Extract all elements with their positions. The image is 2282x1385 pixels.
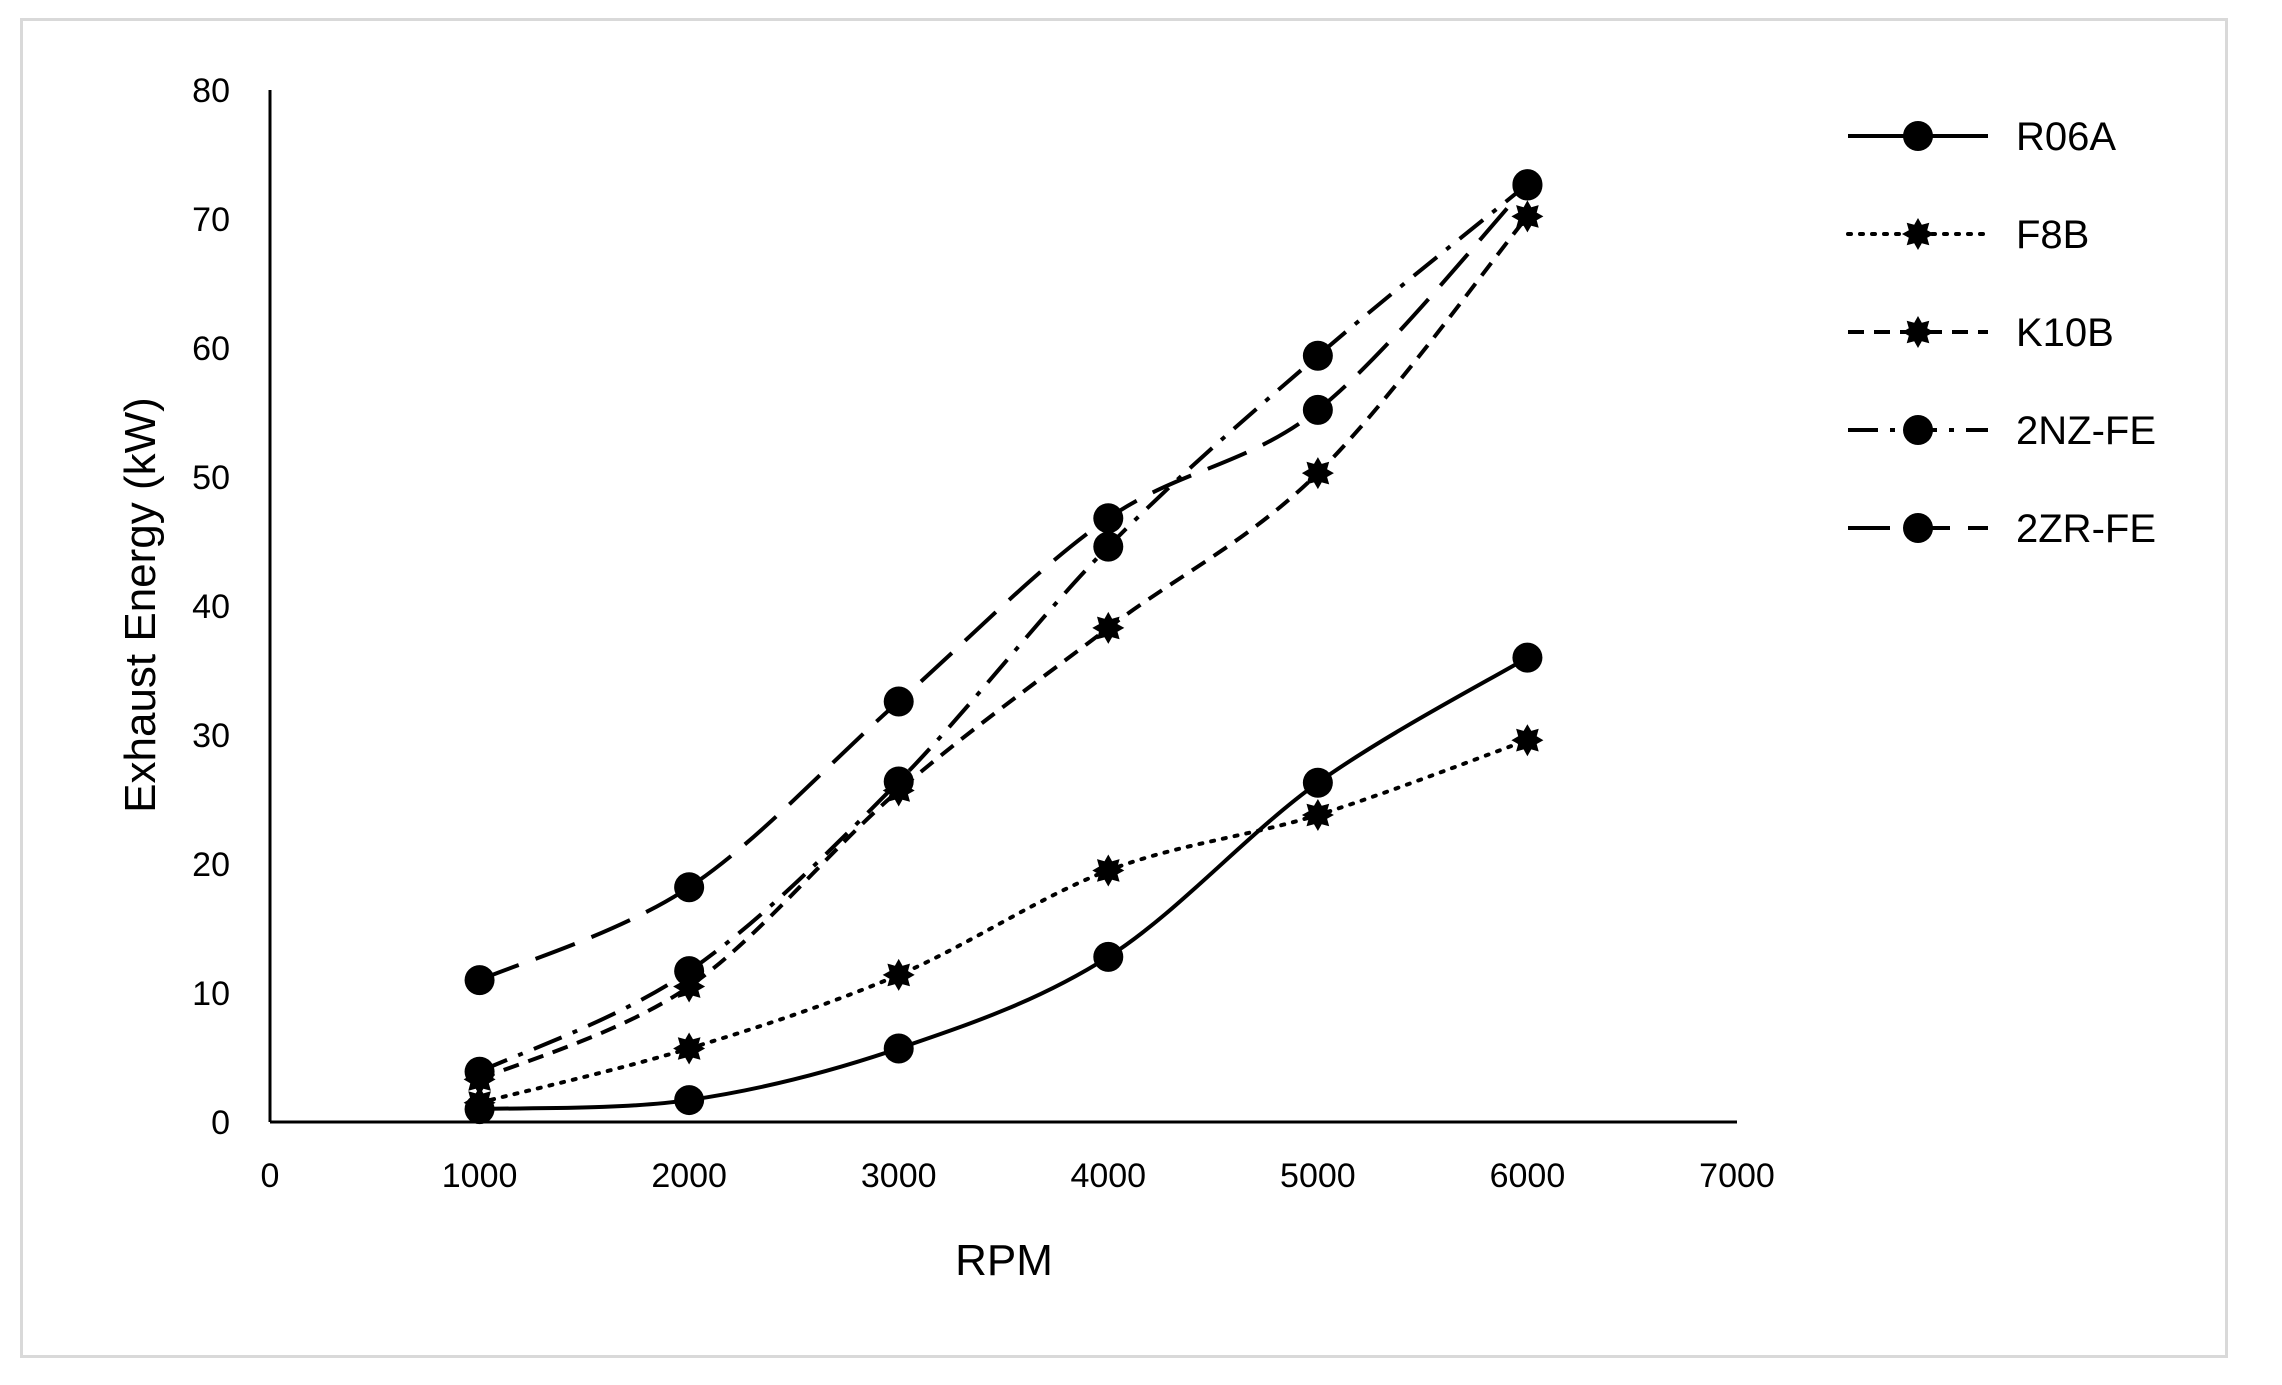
data-point xyxy=(1302,340,1333,371)
data-point xyxy=(674,1085,705,1116)
legend: R06A F8B K10B 2NZ-FE 2ZR-FE xyxy=(1846,115,2156,551)
legend-label: 2ZR-FE xyxy=(2016,507,2156,551)
data-point xyxy=(1302,767,1333,798)
data-point xyxy=(883,686,914,717)
series-line xyxy=(478,182,1529,1074)
y-tick-label: 60 xyxy=(192,330,230,368)
y-tick-label: 40 xyxy=(192,588,230,626)
x-axis-title: RPM xyxy=(955,1236,1053,1285)
x-tick-label: 7000 xyxy=(1699,1157,1775,1195)
legend-item-f8b: F8B xyxy=(1846,213,2089,257)
series-layer xyxy=(463,169,1544,1125)
series-line xyxy=(479,655,1529,1112)
y-tick-label: 0 xyxy=(211,1104,230,1142)
data-point xyxy=(1093,503,1124,534)
data-point xyxy=(882,958,915,991)
data-point xyxy=(1511,200,1544,233)
series-r06a xyxy=(464,642,1543,1125)
legend-marker xyxy=(1903,513,1933,543)
x-tick-label: 6000 xyxy=(1490,1157,1566,1195)
data-point xyxy=(1512,170,1543,201)
data-point xyxy=(1093,941,1124,972)
legend-item-r06a: R06A xyxy=(1848,115,2116,159)
chart-frame: 0 1000 2000 3000 4000 5000 6000 7000 0 10 20 30 40 50… xyxy=(20,18,2228,1358)
data-point xyxy=(1302,394,1333,425)
x-tick-label: 3000 xyxy=(861,1157,937,1195)
data-point xyxy=(1093,531,1124,562)
data-point xyxy=(883,766,914,797)
y-tick-label: 80 xyxy=(192,72,230,110)
data-point xyxy=(464,1056,495,1087)
legend-marker xyxy=(1903,415,1933,445)
legend-marker xyxy=(1902,316,1934,348)
y-tick-label: 10 xyxy=(192,975,230,1013)
series-2nz-fe xyxy=(464,169,1543,1087)
series-line xyxy=(478,184,1529,982)
legend-label: R06A xyxy=(2016,115,2116,159)
y-tick-label: 30 xyxy=(192,717,230,755)
legend-label: 2NZ-FE xyxy=(2016,409,2156,453)
series-k10b xyxy=(463,200,1544,1096)
data-point xyxy=(1301,457,1334,490)
series-f8b xyxy=(463,724,1544,1119)
data-point xyxy=(1512,642,1543,673)
data-point xyxy=(463,1086,496,1119)
legend-item-k10b: K10B xyxy=(1848,311,2114,355)
series-2zr-fe xyxy=(464,170,1543,996)
legend-marker xyxy=(1902,218,1934,250)
legend-label: F8B xyxy=(2016,213,2089,257)
data-point xyxy=(883,1033,914,1064)
data-point xyxy=(464,965,495,996)
y-tick-label: 20 xyxy=(192,846,230,884)
y-axis-title: Exhaust Energy (kW) xyxy=(116,397,165,813)
legend-item-2nz-fe: 2NZ-FE xyxy=(1848,409,2156,453)
x-tick-label: 1000 xyxy=(442,1157,518,1195)
data-point xyxy=(674,872,705,903)
data-point xyxy=(1301,799,1334,831)
data-point xyxy=(673,1032,706,1065)
axes: 0 1000 2000 3000 4000 5000 6000 7000 0 10 20 30 40 50… xyxy=(192,72,1775,1195)
data-point xyxy=(1092,611,1125,644)
chart-svg: 0 1000 2000 3000 4000 5000 6000 7000 0 10 20 30 40 50… xyxy=(116,72,2156,1285)
data-point xyxy=(1511,724,1544,757)
x-tick-label: 5000 xyxy=(1280,1157,1356,1195)
x-tick-label: 2000 xyxy=(651,1157,727,1195)
data-point xyxy=(674,956,705,987)
data-point xyxy=(1092,854,1125,887)
legend-item-2zr-fe: 2ZR-FE xyxy=(1848,507,2156,551)
legend-marker xyxy=(1903,121,1933,151)
y-tick-label: 50 xyxy=(192,459,230,497)
x-tick-label: 0 xyxy=(261,1157,280,1195)
legend-label: K10B xyxy=(2016,311,2114,355)
y-tick-label: 70 xyxy=(192,201,230,239)
series-line xyxy=(478,215,1529,1082)
series-line xyxy=(477,738,1530,1105)
x-tick-label: 4000 xyxy=(1070,1157,1146,1195)
